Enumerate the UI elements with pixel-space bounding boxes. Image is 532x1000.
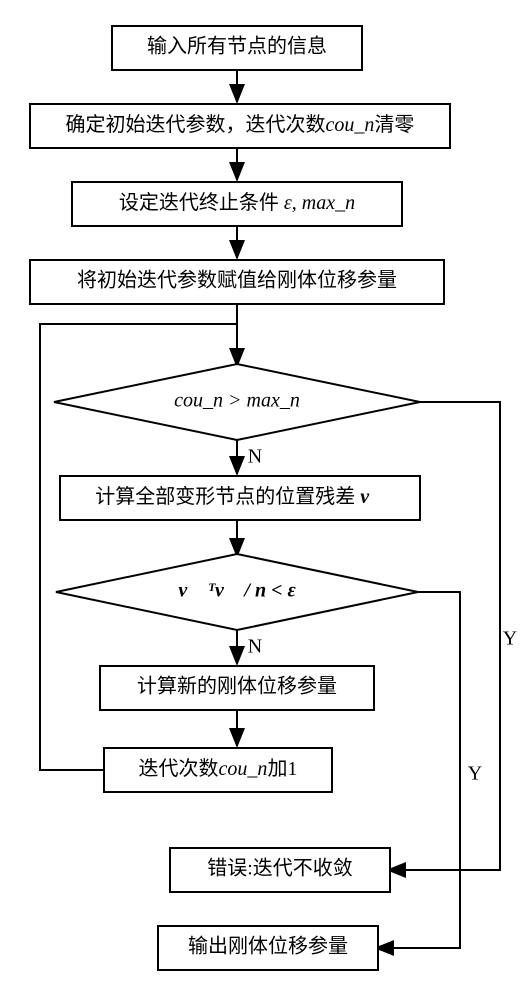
node-input-info: 输入所有节点的信息 [112,26,362,70]
node-label: 输出刚体位移参量 [188,935,348,958]
node-inc-counter: 迭代次数cou_n加1 [104,748,332,792]
node-label: 迭代次数cou_n加1 [139,757,298,780]
node-label: cou_n > max_n [174,390,300,412]
edge-label-n: N [248,446,262,468]
node-calc-new-params: 计算新的刚体位移参量 [100,666,374,710]
node-label: 设定迭代终止条件 ε, max_n [119,191,355,214]
node-calc-residual: 计算全部变形节点的位置残差 v⃗ [60,476,420,520]
node-label: 计算新的刚体位移参量 [137,675,337,698]
node-label: 错误:迭代不收敛 [207,857,353,880]
decision-coun-gt-maxn: cou_n > max_n [54,364,420,440]
flowchart-canvas: 输入所有节点的信息 确定初始迭代参数，迭代次数cou_n清零 设定迭代终止条件 … [0,0,532,1000]
node-label: 输入所有节点的信息 [147,35,327,58]
edge-d2-n9 [378,592,460,948]
edge-label-y: Y [468,763,482,785]
node-error: 错误:迭代不收敛 [170,848,390,892]
node-set-stop: 设定迭代终止条件 ε, max_n [72,182,402,226]
edge-label-n: N [248,636,262,658]
edge-d1-n8 [390,402,500,870]
node-label: 将初始迭代参数赋值给刚体位移参量 [77,269,397,292]
node-label: 确定初始迭代参数，迭代次数cou_n清零 [66,113,415,136]
node-assign-params: 将初始迭代参数赋值给刚体位移参量 [30,260,444,304]
node-label: v⃗ ᵀv⃗ / n < ε [178,580,296,602]
node-output: 输出刚体位移参量 [158,926,378,970]
edge-label-y: Y [503,628,517,650]
decision-residual-lt-eps: v⃗ ᵀv⃗ / n < ε [56,554,418,630]
node-label: 计算全部变形节点的位置残差 v⃗ [95,485,384,508]
node-init-params: 确定初始迭代参数，迭代次数cou_n清零 [30,104,450,148]
